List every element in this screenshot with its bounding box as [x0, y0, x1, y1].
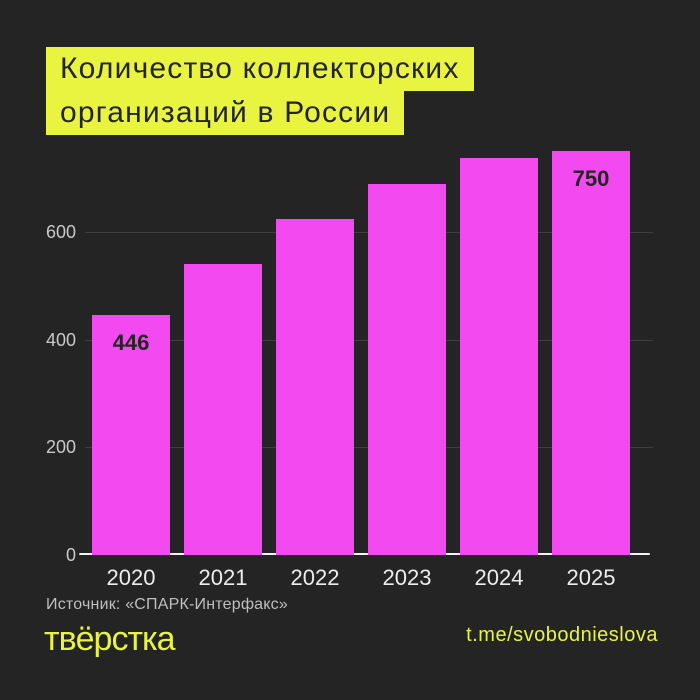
x-tick-label-2020: 2020 [106, 565, 156, 590]
chart-bar-2022 [276, 219, 354, 555]
source-note: Источник: «СПАРК-Интерфакс» [46, 596, 288, 613]
chart-bar-2020: 446 [92, 315, 170, 555]
y-tick-label-600: 600 [45, 222, 76, 242]
bar-value-label-2025: 750 [572, 166, 610, 191]
verstka-logo: твёрстка [44, 620, 176, 658]
chart-bar-2023 [368, 184, 446, 555]
x-tick-label-2024: 2024 [474, 565, 524, 590]
y-tick-label-0: 0 [65, 545, 76, 565]
chart-title-line-1: Количество коллекторских [46, 47, 474, 91]
chart-title: Количество коллекторских организаций в Р… [46, 47, 474, 135]
telegram-link[interactable]: t.me/svobodnieslova [466, 624, 658, 646]
chart-baseline [79, 553, 650, 555]
chart-bar-2021 [184, 264, 262, 555]
chart-bar-2025: 750 [552, 151, 630, 555]
chart-title-text-1: Количество коллекторских [60, 52, 460, 85]
chart-bar-2024 [460, 158, 538, 555]
chart-title-line-2: организаций в России [46, 91, 405, 135]
x-tick-label-2021: 2021 [198, 565, 248, 590]
x-tick-label-2022: 2022 [290, 565, 340, 590]
chart-title-text-2: организаций в России [60, 96, 391, 129]
x-tick-label-2023: 2023 [382, 565, 432, 590]
y-tick-label-200: 200 [45, 437, 76, 458]
bar-value-label-2020: 446 [112, 330, 150, 355]
x-tick-label-2025: 2025 [566, 565, 616, 590]
y-tick-label-400: 400 [45, 329, 76, 350]
